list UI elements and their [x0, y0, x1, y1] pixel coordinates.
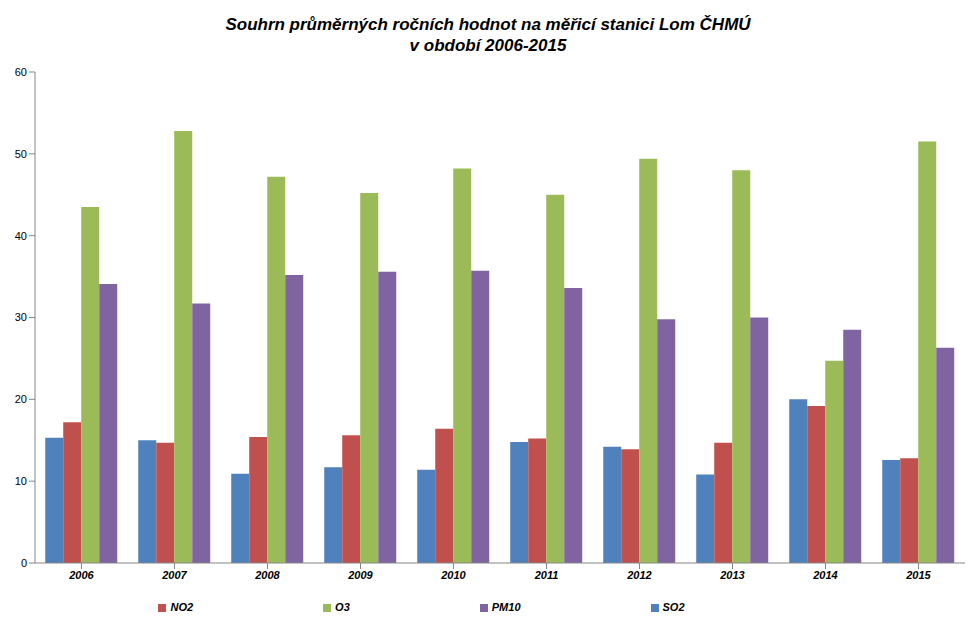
svg-text:2012: 2012 [626, 569, 651, 581]
html-text:O3: O3 [335, 601, 350, 613]
svg-text:2007: 2007 [161, 569, 187, 581]
html-text:SO2: SO2 [662, 601, 685, 613]
svg-text:60: 60 [15, 66, 27, 78]
svg-text:2010: 2010 [440, 569, 466, 581]
html-text:PM10: PM10 [491, 601, 521, 613]
svg-text:40: 40 [15, 230, 27, 242]
svg-text:2009: 2009 [347, 569, 373, 581]
svg-text:50: 50 [15, 148, 27, 160]
html-text:v období 2006-2015: v období 2006-2015 [409, 36, 567, 55]
html-text:Souhrn průměrných ročních hodn: Souhrn průměrných ročních hodnot na měři… [225, 15, 751, 34]
svg-text:2015: 2015 [905, 569, 931, 581]
svg-text:2013: 2013 [719, 569, 744, 581]
svg-text:30: 30 [15, 311, 27, 323]
svg-text:10: 10 [15, 475, 27, 487]
svg-text:2006: 2006 [68, 569, 94, 581]
svg-text:0: 0 [21, 557, 27, 569]
svg-text:2014: 2014 [812, 569, 837, 581]
svg-text:20: 20 [15, 393, 27, 405]
svg-text:2011: 2011 [534, 569, 559, 581]
svg-text:2008: 2008 [254, 569, 280, 581]
html-text:NO2: NO2 [170, 601, 194, 613]
